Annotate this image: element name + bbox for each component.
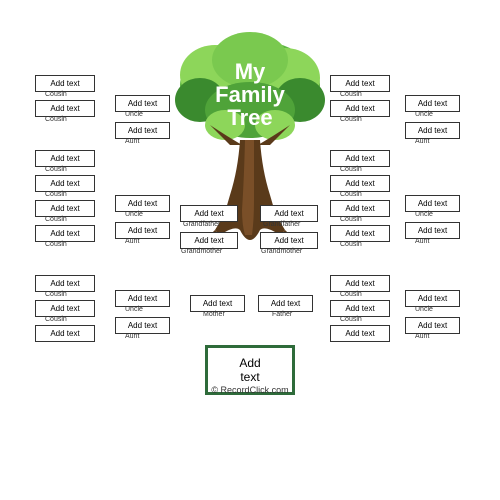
grandfather-box[interactable]: Add text [260,205,318,222]
cousin-label: Cousin [340,216,362,223]
mother-label: Mother [203,311,225,318]
grandfather-box[interactable]: Add text [180,205,238,222]
aunt-box[interactable]: Add text [405,317,460,334]
cousin-label: Cousin [45,291,67,298]
aunt-box[interactable]: Add text [115,222,170,239]
cousin-label: Cousin [340,191,362,198]
cousin-box[interactable]: Add text [330,275,390,292]
cousin-box[interactable]: Add text [330,75,390,92]
aunt-label: Aunt [125,138,139,145]
uncle-label: Uncle [125,306,143,313]
grandfather-label: Grandfather [183,221,220,228]
uncle-box[interactable]: Add text [115,195,170,212]
cousin-label: Cousin [45,116,67,123]
cousin-label: Cousin [340,91,362,98]
cousin-box[interactable]: Add text [35,100,95,117]
cousin-label: Cousin [45,166,67,173]
cousin-label: Cousin [340,291,362,298]
cousin-label: Cousin [45,241,67,248]
cousin-box[interactable]: Add text [330,100,390,117]
cousin-label: Cousin [340,241,362,248]
cousin-box[interactable]: Add text [35,300,95,317]
aunt-label: Aunt [125,333,139,340]
uncle-box[interactable]: Add text [115,95,170,112]
cousin-box[interactable]: Add text [330,300,390,317]
uncle-label: Uncle [415,306,433,313]
aunt-box[interactable]: Add text [115,317,170,334]
aunt-box[interactable]: Add text [405,122,460,139]
cousin-label: Cousin [45,191,67,198]
cousin-box[interactable]: Add text [330,175,390,192]
uncle-label: Uncle [125,111,143,118]
cousin-label: Cousin [340,316,362,323]
aunt-label: Aunt [415,333,429,340]
grandmother-label: Grandmother [261,248,302,255]
grandmother-label: Grandmother [181,248,222,255]
cousin-box[interactable]: Add text [35,175,95,192]
cousin-label: Cousin [45,91,67,98]
cousin-box[interactable]: Add text [35,200,95,217]
father-box[interactable]: Add text [258,295,313,312]
aunt-box[interactable]: Add text [115,122,170,139]
mother-box[interactable]: Add text [190,295,245,312]
cousin-box[interactable]: Add text [35,275,95,292]
uncle-box[interactable]: Add text [405,95,460,112]
cousin-label: Cousin [45,316,67,323]
aunt-label: Aunt [415,238,429,245]
cousin-box[interactable]: Add text [35,75,95,92]
cousin-box[interactable]: Add text [35,325,95,342]
uncle-label: Uncle [415,211,433,218]
aunt-label: Aunt [125,238,139,245]
credit-text: © RecordClick.com [200,385,300,395]
page-title: My Family Tree [185,60,315,129]
cousin-label: Cousin [340,116,362,123]
uncle-box[interactable]: Add text [405,195,460,212]
grandfather-label: Grandfather [263,221,300,228]
grandmother-box[interactable]: Add text [180,232,238,249]
cousin-box[interactable]: Add text [330,200,390,217]
uncle-label: Uncle [125,211,143,218]
uncle-box[interactable]: Add text [115,290,170,307]
uncle-box[interactable]: Add text [405,290,460,307]
cousin-box[interactable]: Add text [35,225,95,242]
cousin-box[interactable]: Add text [330,325,390,342]
aunt-label: Aunt [415,138,429,145]
cousin-box[interactable]: Add text [330,225,390,242]
cousin-box[interactable]: Add text [330,150,390,167]
cousin-label: Cousin [45,216,67,223]
uncle-label: Uncle [415,111,433,118]
grandmother-box[interactable]: Add text [260,232,318,249]
aunt-box[interactable]: Add text [405,222,460,239]
cousin-label: Cousin [340,166,362,173]
father-label: Father [272,311,292,318]
cousin-box[interactable]: Add text [35,150,95,167]
